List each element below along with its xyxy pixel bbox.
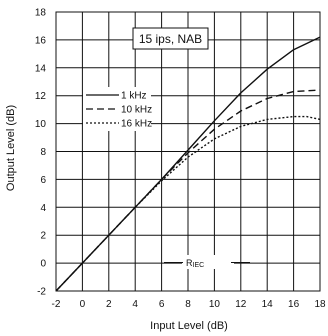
r-iec-annotation: RIEC [164, 255, 250, 269]
annotation-subscript: IEC [193, 262, 205, 269]
y-tick-label: 0 [40, 259, 46, 270]
x-axis-label: Input Level (dB) [150, 320, 228, 332]
x-tick-label: 18 [314, 299, 326, 310]
legend: 1 kHz 10 kHz 16 kHz [83, 87, 152, 131]
y-tick-label: 18 [35, 8, 47, 19]
y-axis-label: Output Level (dB) [5, 105, 17, 191]
y-tick-label: 12 [35, 91, 47, 102]
x-tick-label: 10 [209, 299, 221, 310]
x-tick-label: 14 [262, 299, 274, 310]
x-tick-label: 4 [132, 299, 138, 310]
y-tick-label: 14 [35, 63, 47, 74]
y-tick-label: 6 [40, 175, 46, 186]
series-line-10-khz [55, 89, 321, 292]
legend-label: 1 kHz [121, 91, 147, 102]
x-tick-label: 8 [185, 299, 191, 310]
y-tick-label: 2 [40, 231, 46, 242]
tick-labels: -2 0 2 4 6 8 10 12 14 16 18 -2 0 2 4 6 8 10 12 14 16 18 [35, 8, 326, 311]
x-tick-label: 16 [288, 299, 300, 310]
x-tick-label: 6 [159, 299, 165, 310]
y-tick-label: -2 [37, 287, 46, 298]
annotation-main: R [186, 258, 193, 268]
y-tick-label: 16 [35, 35, 47, 46]
series-layer [55, 36, 321, 292]
y-tick-label: 8 [40, 147, 46, 158]
annotation-label: RIEC [186, 258, 204, 269]
x-tick-label: 0 [80, 299, 86, 310]
chart-title-box: 15 ips, NAB [132, 27, 209, 50]
x-tick-label: -2 [52, 299, 61, 310]
series-line-16-khz [55, 115, 321, 292]
x-tick-label: 12 [235, 299, 247, 310]
y-tick-label: 4 [40, 203, 46, 214]
plot-frame [55, 11, 321, 292]
legend-label: 10 kHz [121, 105, 152, 116]
chart-title: 15 ips, NAB [139, 32, 202, 46]
x-tick-label: 2 [106, 299, 112, 310]
legend-label: 16 kHz [121, 119, 152, 130]
y-tick-label: 10 [35, 119, 47, 130]
